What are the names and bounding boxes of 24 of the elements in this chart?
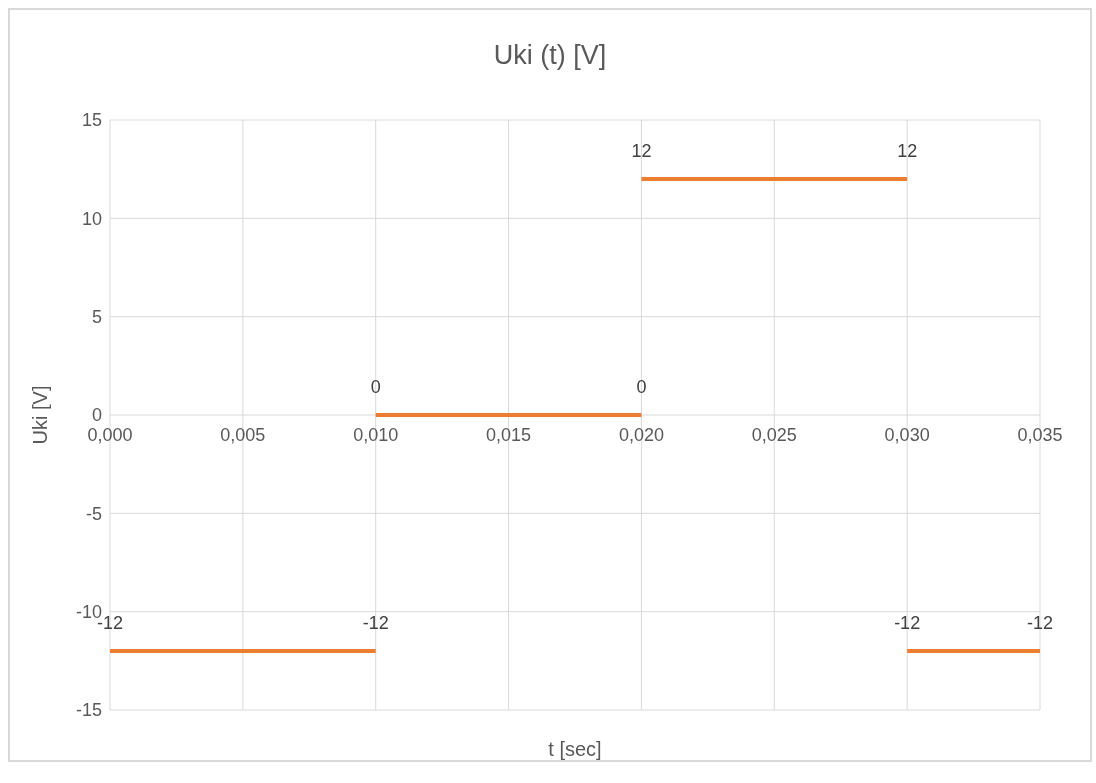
data-label: 0: [636, 377, 647, 397]
x-tick-label: 0,015: [486, 425, 532, 445]
x-tick-label: 0,020: [618, 425, 664, 445]
y-tick-label: -15: [75, 700, 102, 721]
x-tick-label: 0,035: [1017, 425, 1063, 445]
data-label: -12: [362, 613, 389, 633]
x-tick-label: 0,005: [220, 425, 266, 445]
x-axis-title: t [sec]: [548, 738, 602, 760]
data-label: 12: [631, 141, 652, 161]
x-tick-label: 0,010: [353, 425, 399, 445]
x-tick-label: 0,000: [87, 425, 133, 445]
y-tick-label: 10: [81, 208, 102, 229]
data-label: -12: [1026, 613, 1054, 633]
y-tick-label: 0: [91, 405, 102, 426]
chart-title: Uki (t) [V]: [492, 39, 608, 72]
data-label: 0: [370, 377, 381, 397]
data-label: 12: [897, 141, 918, 161]
x-tick-label: 0,025: [751, 425, 797, 445]
y-axis-title: Uki [V]: [29, 385, 52, 445]
x-tick-label: 0,030: [884, 425, 930, 445]
data-label: -12: [894, 613, 921, 633]
y-tick-label: -5: [85, 503, 102, 524]
y-tick-label: 15: [81, 110, 102, 131]
y-tick-label: 5: [91, 307, 102, 328]
